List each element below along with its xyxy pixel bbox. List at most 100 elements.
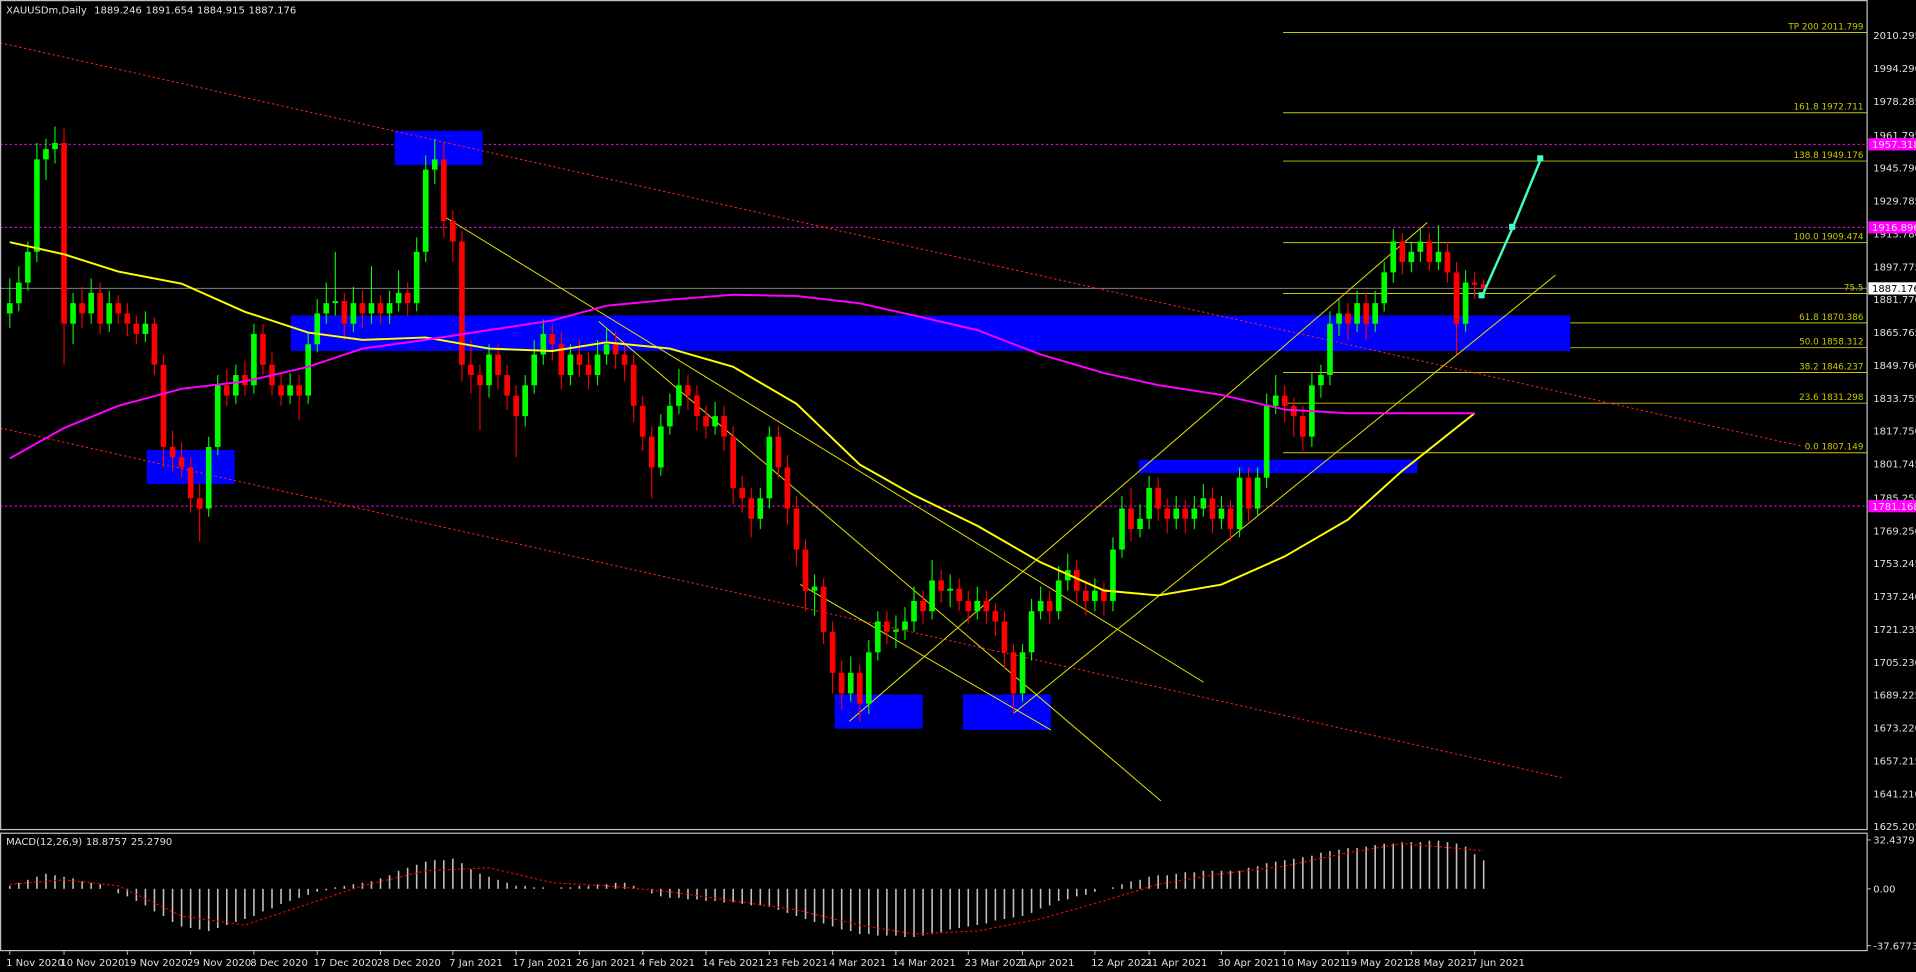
- y-tick-label: 1945.790: [1873, 164, 1916, 175]
- y-tick-label: 1913.780: [1873, 229, 1916, 240]
- candle-body: [106, 303, 113, 324]
- x-tick-label: 8 Dec 2020: [250, 958, 308, 969]
- projection-node: [1478, 292, 1485, 299]
- macd-y-tick-label: 32.4379: [1873, 836, 1914, 847]
- projection: [1478, 155, 1544, 299]
- candle-body: [223, 385, 230, 396]
- candle-body: [1426, 241, 1433, 263]
- candle-body: [757, 498, 764, 519]
- candle-body: [974, 600, 981, 612]
- candle-body: [504, 375, 510, 396]
- candle-body: [468, 364, 474, 376]
- candle-body: [368, 303, 375, 314]
- candle-body: [413, 251, 420, 304]
- candle-body: [847, 672, 854, 694]
- candle-body: [522, 385, 529, 417]
- high-readout: 1891.654: [146, 5, 194, 16]
- candle-body: [829, 631, 836, 673]
- candle-body: [97, 292, 104, 324]
- candle-body: [1155, 487, 1161, 509]
- candle-body: [603, 344, 610, 355]
- fib-label: 50.0 1858.312: [1799, 338, 1863, 348]
- y-tick-label: 1673.220: [1873, 724, 1916, 735]
- fib-label: 38.2 1846.237: [1799, 362, 1863, 372]
- candle-body: [685, 385, 691, 396]
- x-tick-label: 29 Nov 2020: [187, 958, 251, 969]
- macd-title: MACD(12,26,9): [6, 837, 82, 848]
- candle-body: [151, 323, 158, 365]
- candle-body: [1037, 600, 1044, 612]
- candle-body: [314, 313, 321, 345]
- candle-body: [730, 436, 736, 488]
- price-tag-label: 1957.318: [1872, 140, 1916, 151]
- candle-body: [16, 282, 22, 304]
- symbol-readout: XAUUSDm,Daily 1889.246 1891.654 1884.915 188…: [6, 5, 296, 16]
- candle-body: [1164, 508, 1171, 519]
- candle-body: [79, 303, 85, 314]
- candle-body: [404, 292, 411, 304]
- candle-body: [594, 354, 601, 376]
- candle-body: [450, 220, 456, 242]
- candle-body: [1209, 498, 1216, 519]
- fib-label: 100.0 1909.474: [1794, 233, 1864, 243]
- candle-body: [639, 405, 646, 437]
- fib-label: TP 200 2011.799: [1787, 22, 1863, 32]
- candle-body: [1318, 375, 1324, 386]
- candle-body: [540, 333, 547, 355]
- symbol-title: XAUUSDm,Daily: [6, 5, 87, 16]
- candle-body: [160, 364, 167, 447]
- close-readout: 1887.176: [248, 5, 296, 16]
- candle-body: [341, 301, 348, 324]
- candle-body: [694, 395, 700, 417]
- macd-signal-readout: 25.2790: [131, 837, 172, 848]
- candle-body: [983, 600, 990, 612]
- candle-body: [1300, 416, 1306, 437]
- candle-body: [585, 364, 592, 376]
- candle-body: [422, 169, 429, 252]
- candle-body: [233, 375, 239, 396]
- candle-body: [359, 303, 366, 314]
- macd-y-tick-label: -37.6773: [1873, 941, 1916, 952]
- candle-body: [1417, 241, 1424, 252]
- x-tick-label: 10 Nov 2020: [60, 958, 124, 969]
- candle-body: [1372, 303, 1378, 324]
- x-tick-label: 7 Jan 2021: [449, 958, 503, 969]
- candle-body: [377, 303, 384, 314]
- candle-body: [1019, 652, 1026, 694]
- candle-body: [1480, 284, 1487, 289]
- x-tick-label: 28 May 2021: [1408, 958, 1473, 969]
- candle-body: [25, 251, 31, 283]
- y-tick-label: 1929.785: [1873, 197, 1916, 208]
- candle-body: [296, 385, 302, 396]
- projection-node: [1537, 155, 1544, 162]
- candle-body: [459, 241, 465, 365]
- macd-y-tick-label: 0.00: [1873, 884, 1895, 895]
- candle-body: [214, 385, 221, 447]
- zone: [290, 315, 1571, 351]
- y-tick-label: 1737.240: [1873, 592, 1916, 603]
- x-tick-label: 21 Apr 2021: [1145, 958, 1207, 969]
- zone: [834, 694, 923, 729]
- y-tick-label: 1753.245: [1873, 559, 1916, 570]
- candle-body: [920, 600, 926, 612]
- y-tick-label: 1881.770: [1873, 295, 1916, 306]
- zone: [1138, 459, 1418, 474]
- fib-label: 138.8 1949.176: [1794, 151, 1864, 161]
- candle-body: [1245, 477, 1252, 509]
- candle-body: [893, 629, 899, 632]
- y-tick-label: 1689.225: [1873, 691, 1916, 702]
- candle-body: [1191, 508, 1198, 519]
- candle-body: [721, 416, 727, 437]
- x-tick-label: 23 Feb 2021: [766, 958, 828, 969]
- candle-body: [242, 375, 248, 386]
- y-tick-label: 1849.760: [1873, 361, 1916, 372]
- candle-body: [621, 354, 628, 365]
- candle-body: [1010, 652, 1017, 694]
- candle-body: [992, 611, 999, 622]
- candle-body: [558, 344, 565, 376]
- x-tick-label: 19 Nov 2020: [124, 958, 188, 969]
- candle-body: [784, 467, 791, 509]
